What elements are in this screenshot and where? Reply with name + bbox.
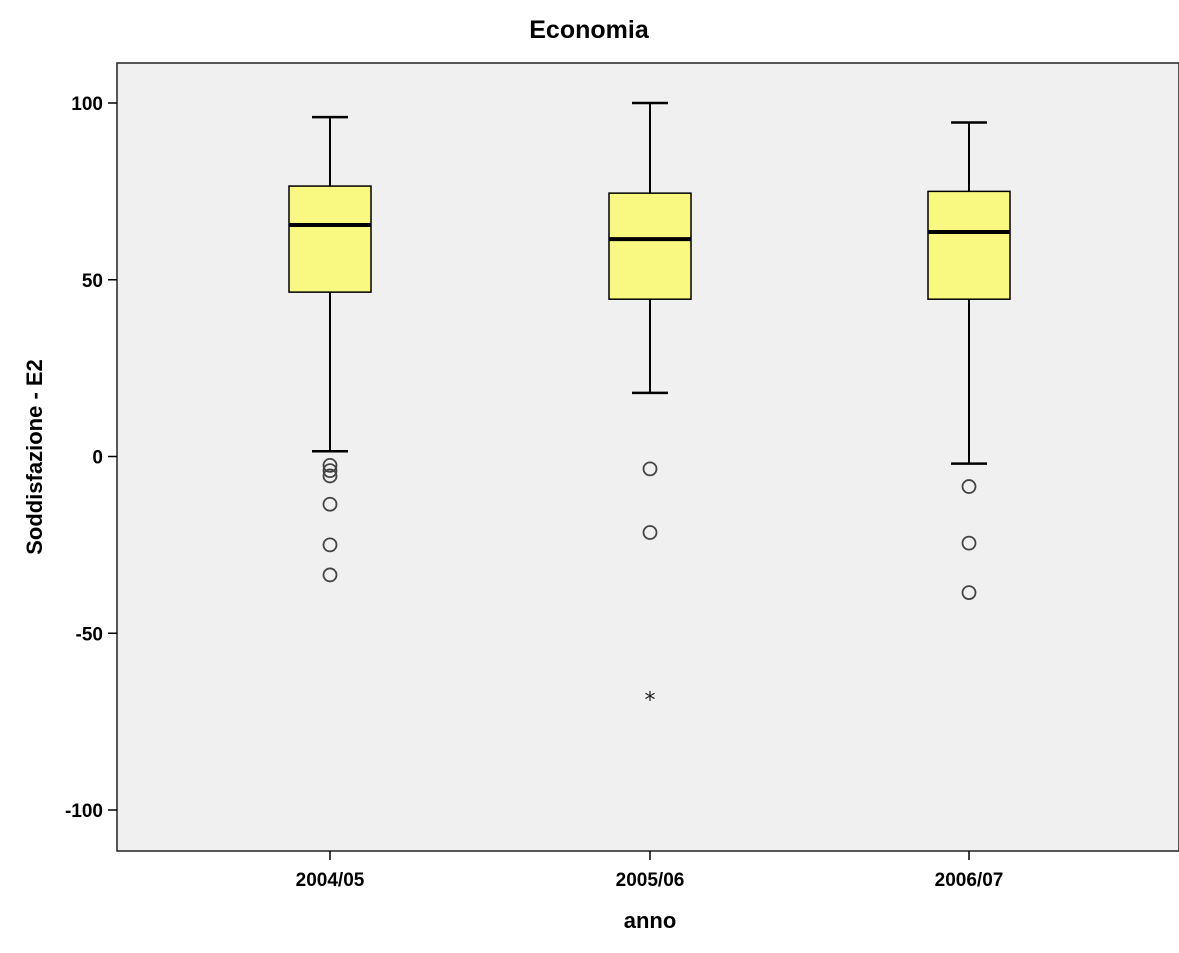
outlier-point	[322, 537, 338, 553]
chart-title: Economia	[529, 16, 650, 44]
outlier-point	[322, 457, 338, 473]
boxes: *	[288, 101, 1011, 714]
iqr-box	[927, 190, 1011, 300]
outlier-point	[642, 525, 658, 540]
outlier-point	[961, 535, 977, 551]
box-group: *	[608, 101, 692, 714]
y-axis-label: Soddisfazione - E2	[22, 359, 47, 555]
box-group	[927, 121, 1011, 600]
outlier-point	[322, 463, 338, 479]
outlier-point	[322, 468, 338, 484]
y-tick-label: 50	[82, 271, 103, 292]
x-axis: 2004/05 2005/06 2006/07	[296, 851, 1004, 891]
extreme-point: *	[645, 689, 656, 714]
y-tick-label: -100	[65, 801, 103, 822]
y-tick-label: -50	[76, 624, 103, 645]
x-tick-label: 2006/07	[935, 870, 1004, 891]
outlier-point	[322, 496, 338, 512]
x-axis-label: anno	[624, 908, 677, 933]
y-tick-label: 100	[71, 94, 103, 115]
x-tick-label: 2004/05	[296, 870, 365, 891]
iqr-box	[608, 192, 692, 300]
iqr-box	[288, 185, 372, 293]
outlier-point	[322, 567, 338, 583]
x-tick-label: 2005/06	[616, 870, 685, 891]
outlier-point	[642, 461, 658, 477]
outlier-point	[961, 585, 977, 600]
box-group	[288, 115, 372, 583]
outlier-point	[961, 479, 977, 494]
y-axis: -100 -50 0 50 100	[65, 94, 117, 822]
y-tick-label: 0	[92, 448, 103, 469]
plot-area	[116, 62, 1179, 852]
